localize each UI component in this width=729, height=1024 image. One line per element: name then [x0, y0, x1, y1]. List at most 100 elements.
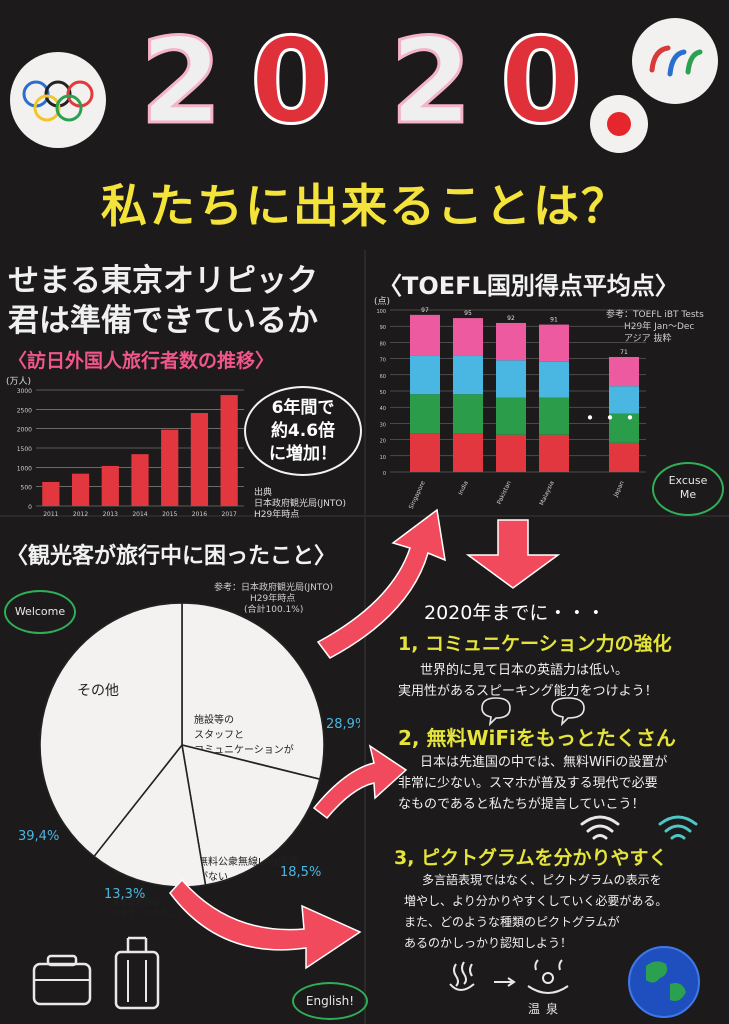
year-digit-3: 2 [388, 12, 473, 150]
callout-line-2: 約4.6倍 [270, 421, 336, 441]
paralympic-logo [632, 18, 718, 104]
visitors-chart-heading: 〈訪日外国人旅行者数の推移〉 [8, 350, 275, 372]
arrow-right-icon [312, 744, 408, 820]
globe-icon [628, 946, 700, 1018]
speech-bubble-icon [481, 697, 511, 726]
x-tick-label: 2015 [162, 511, 177, 518]
pie-slice-label: 多言語表現の少なさ・分かりにくさ [112, 897, 192, 918]
y-tick-label: 1500 [17, 446, 32, 453]
toefl-bar-segment [496, 322, 526, 361]
body-line: 非常に少ない。スマホが普及する現代で必要 [398, 776, 658, 791]
pie-label-line: 施設等の [194, 713, 234, 726]
olympic-rings-icon [22, 80, 94, 122]
source-line: H29年時点 [254, 510, 300, 520]
growth-callout: 6年間で 約4.6倍 に増加！ [244, 386, 362, 476]
item-1-body: 世界的に見て日本の英語力は低い。 実用性があるスピーキング能力をつけよう！ [398, 660, 658, 702]
toefl-bar-segment [609, 413, 639, 443]
source-line: 日本政府観光局(JNTO) [254, 499, 346, 509]
x-tick-label: 2017 [222, 511, 237, 518]
arrow-down-icon [465, 519, 561, 589]
item-1-title: 1, コミュニケーション力の強化 [398, 633, 672, 655]
visitors-bar [101, 465, 119, 506]
pie-slice [39, 602, 183, 858]
panel-seam [0, 515, 729, 517]
y-tick-label: 1000 [17, 465, 32, 472]
y-tick-label: 60 [380, 374, 386, 380]
x-tick-label: 2013 [103, 511, 118, 518]
bathing-person-icon [527, 959, 569, 994]
luggage-icons [32, 936, 160, 1010]
wifi-icon [658, 815, 698, 840]
toefl-bar-segment [453, 433, 483, 472]
body-line: なものであると私たちが提言していこう！ [398, 797, 645, 812]
y-tick-label: 3000 [17, 388, 32, 395]
toefl-bar-segment [453, 318, 483, 356]
note-line: アジア 抜粋 [624, 334, 672, 344]
bar-total-label: 71 [620, 349, 628, 356]
pie-label-line: 多言語表現の [112, 897, 160, 907]
arrow-up-right-icon [316, 508, 446, 659]
agitos-icon [649, 45, 703, 77]
item-2-title: 2, 無料WiFiをもっとたくさん [398, 726, 676, 750]
note-line: 参考：日本政府観光局(JNTO) [214, 583, 333, 593]
body-line: 世界的に見て日本の英語力は低い。 [420, 663, 629, 678]
bar-total-label: 97 [421, 307, 429, 314]
toefl-bar-segment [410, 314, 440, 356]
poster-title: 私たちに出来ることは？ [101, 179, 629, 233]
body-line: また、どのような種類のピクトグラムが [404, 915, 620, 929]
troubles-pie-chart: 施設等のスタッフとコミュニケーションがとれない28,9%無料公衆無線LAN環境が… [18, 602, 360, 918]
pie-slice-label: その他 [77, 683, 119, 699]
year-digit-2: 0 [248, 12, 333, 150]
y-tick-label: 10 [380, 455, 386, 461]
x-tick-label: 2016 [192, 511, 207, 518]
toefl-unit: (点) [374, 297, 391, 307]
olympic-rings-logo [10, 52, 106, 148]
x-tick-label: 2014 [132, 511, 147, 518]
note-line: 参考：TOEFL iBT Tests [606, 310, 704, 320]
y-tick-label: 100 [376, 309, 386, 315]
y-tick-label: 40 [380, 406, 386, 412]
pie-label-line: 無料公衆無線LAN環境 [198, 855, 298, 868]
bar-total-label: 92 [507, 315, 515, 322]
toefl-bar-segment [609, 442, 639, 472]
visitors-bar [71, 473, 90, 506]
note-line: H29年 Jan～Dec [624, 322, 695, 332]
pie-label-line: その他 [77, 683, 119, 699]
toefl-bar-segment [539, 434, 569, 472]
y-tick-label: 2500 [17, 407, 32, 414]
wifi-icons [580, 815, 698, 840]
y-tick-label: 2000 [17, 427, 32, 434]
onsen-pictograms [449, 959, 569, 994]
body-line: 日本は先進国の中では、無料WiFiの設置が [420, 755, 668, 770]
year-digit-4: 0 [498, 12, 583, 150]
tagline-line-2: 君は準備できているか [8, 303, 318, 339]
toefl-bar-segment [410, 433, 440, 472]
pie-slice [181, 743, 321, 886]
body-line: 実用性があるスピーキング能力をつけよう！ [398, 684, 658, 699]
visitors-unit: (万人) [6, 377, 32, 387]
callout-line-3: に増加！ [269, 444, 337, 464]
bar-total-label: 95 [464, 310, 472, 317]
suitcase-icon [114, 936, 160, 1010]
pie-label-line: がない [198, 870, 228, 883]
year-digit-1: 2 [138, 12, 223, 150]
toefl-bar-segment [539, 361, 569, 398]
y-tick-label: 80 [380, 341, 386, 347]
pie-percent-label: 39,4% [18, 829, 59, 844]
onsen-label: 温泉 [528, 1002, 565, 1016]
pie-percent-label: 13,3% [104, 887, 145, 902]
pie-chart-heading: 〈観光客が旅行中に困ったこと〉 [6, 544, 337, 569]
tagline-line-1: せまる東京オリピック [8, 263, 318, 299]
welcome-bubble: Welcome [4, 590, 76, 634]
toefl-ellipsis: ・・・ [580, 406, 640, 430]
visitors-bar [220, 395, 238, 506]
pie-label-line: スタッフと [194, 729, 244, 741]
hot-spring-icon [449, 961, 475, 991]
toefl-bar-segment [453, 355, 483, 395]
visitors-bar-chart: 0 500 1000 1500 2000 2500 3000 2011 2012 2013 2014… [17, 388, 244, 518]
body-line: 多言語表現ではなく、ピクトグラムの表示を [422, 873, 662, 887]
arrow-curve-right-icon [169, 878, 362, 970]
toefl-bar-segment [609, 386, 639, 414]
section-heading: 2020年までに・・・ [424, 602, 606, 624]
